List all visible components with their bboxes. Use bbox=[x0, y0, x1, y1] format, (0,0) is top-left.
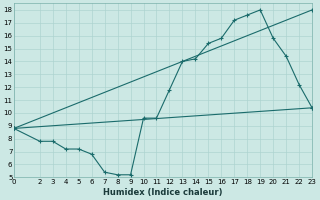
X-axis label: Humidex (Indice chaleur): Humidex (Indice chaleur) bbox=[103, 188, 223, 197]
